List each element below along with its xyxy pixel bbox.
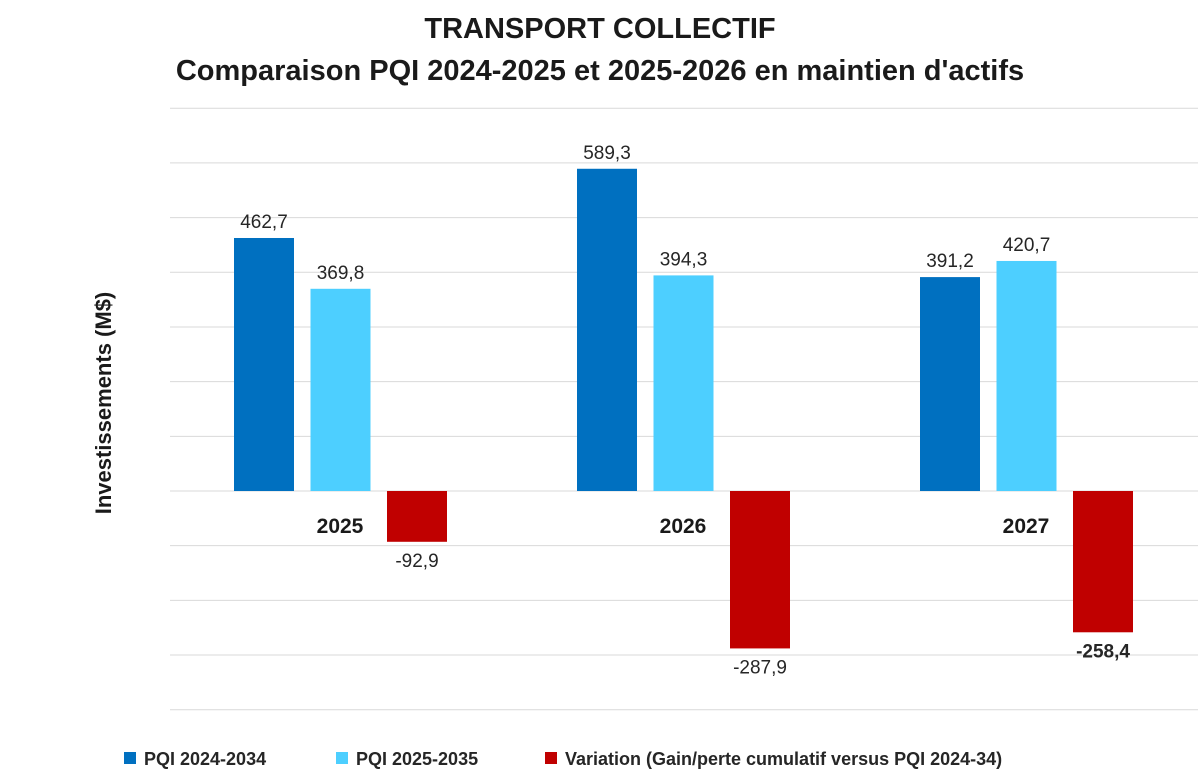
chart-subtitle: Comparaison PQI 2024-2025 et 2025-2026 e…	[176, 55, 1024, 87]
data-label: 369,8	[317, 263, 365, 284]
bar	[653, 275, 714, 491]
legend-entry: PQI 2024-2034	[144, 749, 266, 769]
chart-title: TRANSPORT COLLECTIF	[424, 13, 775, 45]
bar	[920, 277, 980, 491]
category-label: 2027	[1003, 515, 1050, 538]
bar	[387, 491, 447, 542]
bar	[310, 288, 371, 491]
bar	[996, 260, 1057, 491]
category-label: 2025	[317, 515, 364, 538]
legend-swatch	[336, 752, 348, 764]
data-labels: 462,7 369,8 -92,9 589,3 394,3 -287,9 391,2 420,…	[240, 143, 1130, 679]
bar	[730, 491, 790, 649]
category-label: 2026	[660, 515, 707, 538]
category-labels: 2025 2026 2027	[317, 515, 1050, 538]
data-label: -258,4	[1076, 641, 1130, 662]
data-label: 394,3	[660, 249, 708, 270]
bar	[234, 237, 294, 491]
legend-entry: PQI 2025-2035	[356, 749, 478, 769]
bar	[577, 168, 637, 492]
data-label: 589,3	[583, 143, 631, 164]
data-label: 462,7	[240, 212, 288, 233]
y-axis-label: Investissements (M$)	[91, 292, 116, 515]
legend-swatch	[545, 752, 557, 764]
bar	[1073, 491, 1133, 633]
data-label: 420,7	[1003, 235, 1051, 256]
bars	[234, 168, 1133, 649]
legend-swatch	[124, 752, 136, 764]
data-label: -287,9	[733, 657, 787, 678]
data-label: 391,2	[926, 251, 974, 272]
data-label: -92,9	[395, 551, 438, 572]
legend-entry: Variation (Gain/perte cumulatif versus P…	[565, 749, 1002, 769]
legend: PQI 2024-2034 PQI 2025-2035 Variation (Gai…	[124, 749, 1002, 769]
